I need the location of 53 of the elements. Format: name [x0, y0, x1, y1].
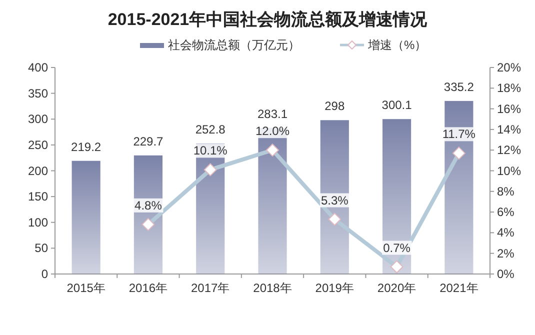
chart-title: 2015-2021年中国社会物流总额及增速情况: [108, 10, 428, 29]
data-label: 12.0%: [255, 124, 290, 138]
point: [390, 260, 404, 274]
x-tick-label: 2021年: [440, 281, 478, 295]
x-tick-label: 2016年: [128, 281, 168, 295]
x-tick-label: 2020年: [377, 281, 416, 295]
legend-label: 社会物流总额（万亿元）: [168, 38, 300, 52]
y2-tick-label: 10%: [497, 164, 522, 178]
data-label: 4.8%: [134, 198, 162, 212]
y2-tick-label: 4%: [497, 226, 515, 240]
bar: [72, 160, 100, 274]
y-tick-label: 250: [28, 138, 48, 152]
y-tick-label: 300: [28, 112, 48, 126]
data-label: 252.8: [195, 122, 226, 136]
y2-tick-label: 8%: [497, 184, 515, 198]
y-tick-label: 150: [28, 190, 48, 204]
y-tick-label: 50: [34, 241, 48, 256]
data-label: 5.3%: [320, 193, 349, 208]
y-tick-label: 400: [28, 60, 48, 74]
y-tick-label: 0: [41, 267, 48, 281]
y-tick-label: 350: [28, 86, 48, 100]
point: [204, 163, 217, 176]
point: [142, 218, 155, 231]
data-label: 298: [324, 99, 345, 114]
bar: [320, 120, 349, 274]
y-tick-label: 100: [28, 215, 48, 230]
x-tick-label: 2018年: [253, 281, 292, 295]
y2-tick-label: 20%: [497, 60, 522, 74]
data-label: 335.2: [444, 80, 474, 94]
legend-label: 增速（%）: [367, 38, 427, 52]
data-label: 283.1: [257, 106, 288, 121]
bar: [382, 119, 412, 274]
x-tick-label: 2019年: [315, 281, 354, 295]
point: [452, 146, 466, 160]
y2-tick-label: 18%: [497, 81, 522, 96]
y2-tick-label: 14%: [497, 122, 522, 136]
x-tick-label: 2015年: [66, 281, 106, 295]
data-label: 10.1%: [193, 144, 228, 158]
y2-tick-label: 16%: [497, 102, 522, 116]
point: [328, 212, 342, 226]
data-label: 11.7%: [442, 127, 476, 142]
y2-tick-label: 6%: [497, 205, 515, 220]
bar: [444, 100, 474, 274]
x-tick-label: 2017年: [191, 281, 230, 295]
y2-tick-label: 2%: [497, 246, 515, 260]
data-label: 300.1: [382, 98, 412, 112]
data-label: 229.7: [133, 134, 164, 148]
data-label: 0.7%: [383, 240, 411, 255]
data-label: 219.2: [71, 140, 102, 154]
y-tick-label: 200: [28, 164, 48, 178]
y2-tick-label: 12%: [497, 143, 522, 158]
y2-tick-label: 0%: [497, 267, 515, 281]
point: [266, 144, 279, 157]
